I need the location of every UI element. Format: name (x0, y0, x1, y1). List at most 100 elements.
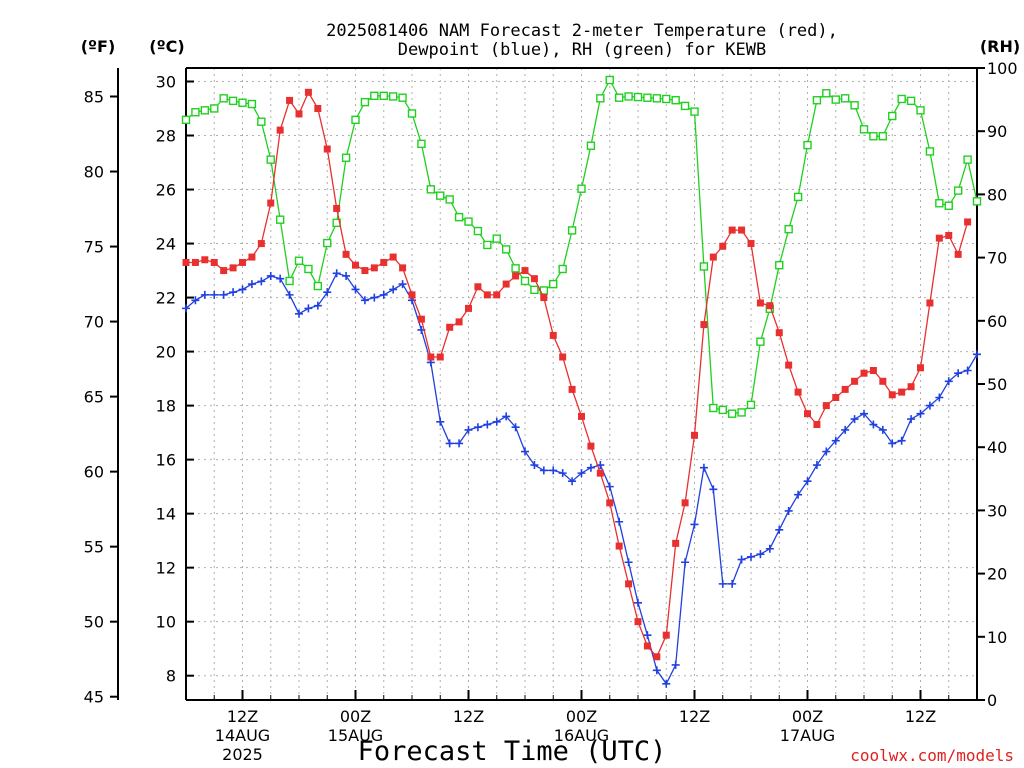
chart-title-line1: 2025081406 NAM Forecast 2-meter Temperat… (326, 21, 838, 41)
time-tick-date: 15AUG (328, 726, 383, 745)
temperature-point (709, 253, 717, 261)
rh-axis-unit: (RH) (980, 37, 1020, 56)
rh-point (191, 108, 200, 117)
rh-point (803, 140, 812, 150)
time-tick-date: 16AUG (554, 726, 609, 745)
rh-point (963, 155, 972, 164)
rh-point (181, 115, 191, 125)
dewpoint-point (737, 555, 746, 564)
temperature-point (869, 366, 877, 374)
temperature-point (700, 321, 708, 329)
temperature-point (766, 302, 774, 310)
temperature-point (964, 218, 972, 226)
temperature-point (615, 542, 623, 550)
dewpoint-point (784, 506, 793, 515)
rh-point (398, 93, 407, 102)
temperature-point (493, 291, 501, 299)
temperature-point (191, 258, 199, 266)
dewpoint-point (558, 469, 567, 478)
temperature-point (832, 394, 840, 402)
celsius-tick-label: 24 (156, 235, 176, 254)
rh-point (756, 337, 765, 346)
celsius-tick-label: 28 (156, 127, 176, 146)
temperature-point (370, 264, 378, 272)
temperature-point (747, 240, 755, 248)
dewpoint-point (888, 439, 897, 448)
temperature-point (691, 431, 698, 439)
dewpoint-point (295, 309, 303, 318)
temperature-point (860, 369, 868, 377)
temperature-point (455, 318, 463, 326)
temperature-point (276, 126, 284, 134)
dewpoint-point (916, 409, 925, 418)
fahrenheit-tick-label: 60 (84, 463, 104, 482)
dewpoint-point (681, 558, 690, 567)
dewpoint-point (671, 660, 680, 669)
rh-point (454, 212, 464, 222)
dewpoint-point (841, 425, 850, 434)
dewpoint-point (624, 558, 633, 567)
rh-point (483, 240, 492, 250)
rh-tick-label: 30 (987, 501, 1007, 520)
dewpoint-point (266, 271, 275, 280)
temperature-point (502, 280, 510, 288)
rh-series (181, 75, 982, 418)
dewpoint-point (539, 466, 548, 475)
fahrenheit-tick-label: 45 (84, 688, 104, 707)
celsius-tick-label: 10 (156, 613, 176, 632)
temperature-point (578, 412, 585, 420)
rh-point (549, 279, 558, 289)
rh-point (605, 75, 614, 85)
temperature-point (521, 267, 529, 275)
dewpoint-point (360, 296, 369, 305)
temperature-point (738, 226, 746, 234)
rh-point (888, 111, 897, 121)
rh-tick-label: 70 (987, 249, 1007, 268)
temperature-point (286, 96, 294, 104)
dewpoint-point (699, 463, 708, 472)
temperature-point (267, 199, 275, 207)
dewpoint-point (878, 425, 887, 434)
rh-point (577, 184, 586, 193)
dewpoint-point (662, 679, 671, 688)
time-tick-label: 12Z (679, 707, 710, 726)
dewpoint-point (954, 369, 963, 378)
temperature-point (653, 653, 661, 661)
time-tick-label: 12Z (453, 707, 484, 726)
rh-point (869, 132, 878, 141)
rh-point (407, 109, 417, 118)
data-series (181, 75, 982, 688)
x-axis-title: Forecast Time (UTC) (358, 736, 667, 767)
rh-point (633, 92, 643, 102)
dewpoint-point (370, 293, 379, 302)
dewpoint-point (935, 393, 944, 402)
dewpoint-point (473, 423, 482, 432)
rh-axis-ticks: 0 10 20 30 40 50 60 70 80 90 100 (977, 59, 1018, 710)
celsius-tick-label: 16 (156, 451, 176, 470)
rh-point (511, 264, 520, 273)
dewpoint-point (850, 415, 859, 424)
rh-point (916, 106, 925, 115)
temperature-point (248, 253, 256, 261)
temperature-point (352, 261, 359, 269)
temperature-point (841, 385, 849, 393)
dewpoint-point (502, 412, 511, 421)
fahrenheit-tick-label: 50 (84, 613, 104, 632)
temperature-point (436, 353, 444, 361)
rh-tick-label: 100 (987, 59, 1018, 78)
rh-point (313, 281, 323, 291)
celsius-tick-label: 20 (156, 343, 176, 362)
rh-point (709, 403, 718, 413)
rh-point (652, 94, 662, 103)
rh-point (680, 101, 690, 111)
rh-tick-label: 60 (987, 312, 1007, 331)
celsius-tick-label: 26 (156, 181, 176, 200)
fahrenheit-tick-label: 75 (84, 238, 104, 257)
temperature-point (625, 580, 633, 588)
dewpoint-point (586, 463, 595, 472)
rh-point (473, 226, 483, 236)
temperature-point (333, 204, 341, 212)
temperature-point (898, 388, 906, 396)
dewpoint-point (247, 280, 256, 289)
time-tick-label: 00Z (340, 707, 371, 726)
